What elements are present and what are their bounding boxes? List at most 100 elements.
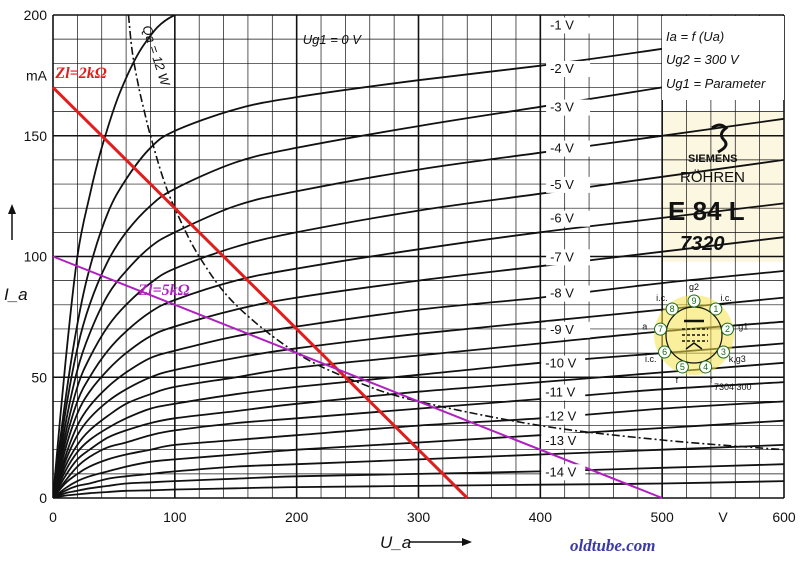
pin-circle bbox=[687, 294, 701, 308]
pin-label: i.c. bbox=[656, 293, 668, 303]
x-tick-label: 600 bbox=[772, 509, 796, 525]
info-line-1: Ia = f (Ua) bbox=[666, 29, 724, 44]
pin-label: i.c. bbox=[720, 293, 732, 303]
curve-label-background bbox=[541, 384, 586, 401]
curve-label: -12 V bbox=[545, 409, 576, 424]
curve-label: -13 V bbox=[545, 433, 576, 448]
brand-block: SIEMENS RÖHREN E 84 L 7320 bbox=[668, 123, 745, 255]
axis-ticks: 0 100 200 300 400 500 V 600 0 50 100 150 200 mA bbox=[24, 7, 796, 525]
curve-label: -14 V bbox=[545, 464, 576, 479]
pin-label: f bbox=[676, 375, 679, 385]
pin-number: 1 bbox=[713, 304, 718, 314]
characteristic-curve-9 bbox=[53, 320, 784, 498]
x-tick-label: 300 bbox=[407, 509, 431, 525]
curve-label: -2 V bbox=[550, 61, 574, 76]
info-box-background bbox=[662, 16, 784, 100]
curve-label-background bbox=[541, 408, 586, 425]
y-unit-label: mA bbox=[26, 67, 48, 83]
pin-label: k,g3 bbox=[729, 354, 746, 364]
brand-company: SIEMENS bbox=[688, 153, 738, 165]
curve-label-background bbox=[546, 99, 591, 116]
info-box: Ia = f (Ua) Ug2 = 300 V Ug1 = Parameter bbox=[662, 16, 784, 100]
pinout-diagram-code: 7304 300 bbox=[714, 382, 752, 392]
curve-label: -5 V bbox=[550, 177, 574, 192]
curve-label-background bbox=[546, 249, 591, 266]
characteristic-curve-5 bbox=[53, 202, 784, 498]
pin-number: 4 bbox=[703, 362, 708, 372]
curve-label-background bbox=[546, 285, 591, 302]
y-tick-label: 200 bbox=[24, 7, 48, 23]
curve-label: -10 V bbox=[545, 356, 576, 371]
pin-label: a bbox=[642, 322, 647, 332]
x-tick-label: V bbox=[718, 509, 728, 525]
pin-label: g1 bbox=[738, 322, 748, 332]
curve-label: -11 V bbox=[545, 385, 575, 400]
load-lines: Zl=2kΩ Zl=5kΩ bbox=[51, 65, 663, 500]
pin-label: i.c. bbox=[645, 354, 657, 364]
tube-symbol-icon bbox=[682, 319, 708, 350]
x-axis-label-text: U_a bbox=[380, 533, 411, 552]
pin-circle bbox=[658, 345, 672, 359]
y-tick-label: 50 bbox=[31, 369, 47, 385]
pin-circle bbox=[716, 345, 730, 359]
curve-label-background bbox=[546, 140, 591, 157]
curve-label-background bbox=[541, 464, 586, 481]
curve-label: -9 V bbox=[550, 322, 574, 337]
curve-label-background bbox=[546, 17, 591, 34]
watermark-text: oldtube.com bbox=[570, 536, 655, 555]
y-axis-label: I_a bbox=[4, 204, 28, 304]
characteristic-curve-0 bbox=[53, 15, 178, 498]
pin-number: 6 bbox=[662, 347, 667, 357]
pin-number: 3 bbox=[721, 347, 726, 357]
pin-circle bbox=[709, 302, 723, 316]
pin-label: g2 bbox=[689, 282, 699, 292]
y-axis-arrow-icon bbox=[8, 204, 16, 214]
characteristic-curve-8 bbox=[53, 296, 784, 498]
x-tick-label: 400 bbox=[529, 509, 553, 525]
load-line-5k bbox=[52, 255, 663, 499]
brand-product: RÖHREN bbox=[680, 168, 745, 186]
pin-circle bbox=[720, 322, 734, 336]
load-line-2k bbox=[51, 86, 469, 500]
y-tick-label: 100 bbox=[24, 249, 48, 265]
characteristic-curve-11 bbox=[53, 361, 784, 498]
curve-label: -7 V bbox=[550, 249, 574, 264]
curve-label-background bbox=[541, 432, 586, 449]
x-tick-label: 100 bbox=[163, 509, 187, 525]
brand-tube-code: 7320 bbox=[680, 233, 725, 255]
x-tick-label: 200 bbox=[285, 509, 309, 525]
curve-label: -6 V bbox=[550, 211, 574, 226]
pin-label: f bbox=[710, 375, 713, 385]
pin-number: 2 bbox=[725, 324, 730, 334]
curve-label-background bbox=[546, 321, 591, 338]
pin-circle bbox=[675, 360, 689, 374]
curve-label-0v: Ug1 = 0 V bbox=[303, 32, 363, 47]
power-hyperbola bbox=[127, 15, 784, 451]
info-line-2: Ug2 = 300 V bbox=[666, 52, 740, 67]
pin-circle bbox=[654, 322, 668, 336]
pin-circle bbox=[699, 360, 713, 374]
characteristic-curve-17 bbox=[53, 480, 784, 498]
siemens-logo-icon bbox=[711, 123, 729, 154]
y-axis-label-text: I_a bbox=[4, 285, 28, 304]
x-axis-label: U_a bbox=[380, 533, 472, 552]
pin-number: 8 bbox=[670, 304, 675, 314]
y-tick-label: 0 bbox=[39, 490, 47, 506]
y-tick-label: 150 bbox=[24, 128, 48, 144]
power-hyperbola-line bbox=[127, 15, 784, 451]
pin-number: 9 bbox=[691, 296, 696, 306]
info-line-3: Ug1 = Parameter bbox=[666, 76, 766, 91]
curve-label: -4 V bbox=[550, 141, 574, 156]
curve-label-background bbox=[541, 355, 586, 372]
load-line-label-2k: Zl=2kΩ bbox=[54, 65, 106, 82]
curve-label: -8 V bbox=[550, 286, 574, 301]
pin-number: 7 bbox=[658, 324, 663, 334]
curve-label-background bbox=[546, 176, 591, 193]
curve-label-background bbox=[546, 210, 591, 227]
load-line-label-5k: Zl=5kΩ bbox=[137, 282, 189, 299]
characteristic-curve-15 bbox=[53, 444, 784, 498]
x-axis-arrow-icon bbox=[462, 538, 472, 546]
